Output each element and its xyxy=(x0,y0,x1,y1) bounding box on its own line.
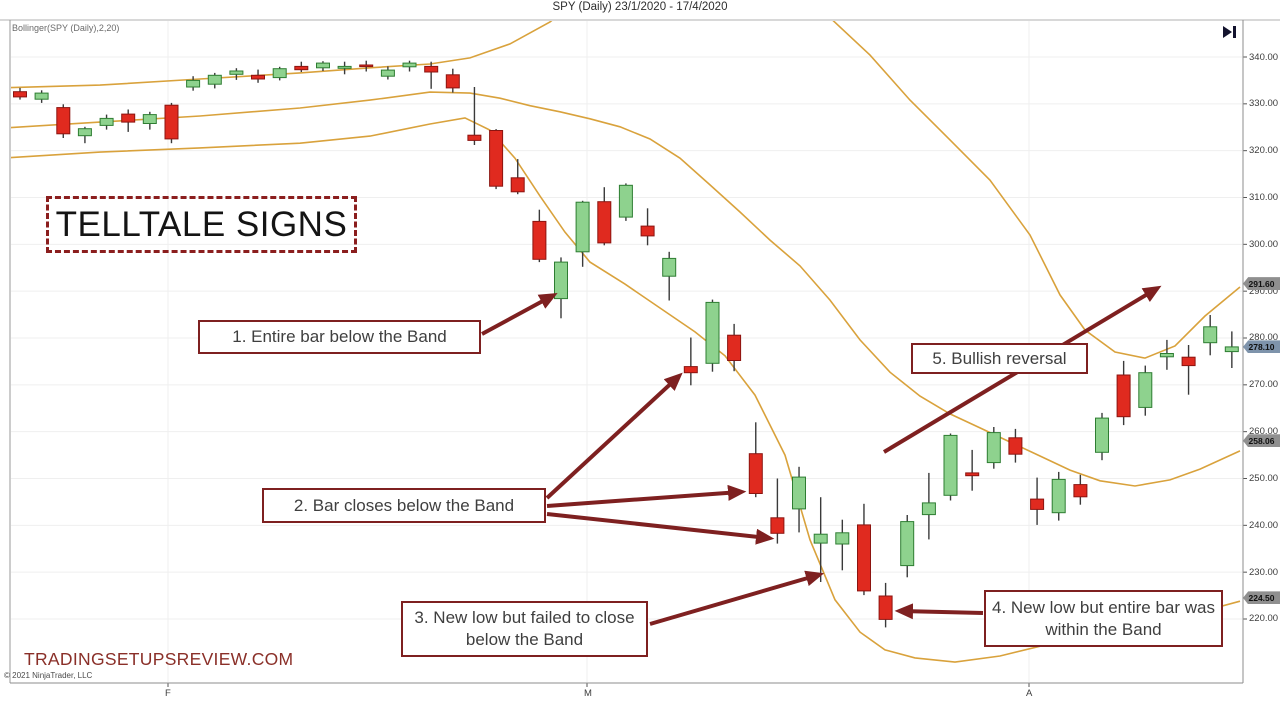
price-label: 280.00 xyxy=(1249,332,1279,344)
telltale-title-box: TELLTALE SIGNS xyxy=(46,196,357,253)
annotation-new-low-within-band: 4. New low but entire bar was within the… xyxy=(984,590,1223,647)
watermark: TRADINGSETUPSREVIEW.COM xyxy=(24,649,294,669)
telltale-title: TELLTALE SIGNS xyxy=(55,204,348,244)
price-label: 260.00 xyxy=(1249,426,1279,438)
price-label: 250.00 xyxy=(1249,472,1279,484)
go-to-end-icon[interactable] xyxy=(1221,25,1239,39)
month-label: A xyxy=(1026,688,1033,699)
price-label: 320.00 xyxy=(1249,145,1279,157)
annotation-bar-closes-below-band: 2. Bar closes below the Band xyxy=(262,488,546,523)
price-badge: 224.50 xyxy=(1243,591,1280,605)
indicator-label: Bollinger(SPY (Daily),2,20) xyxy=(12,23,120,33)
annotation-entire-bar-below-band: 1. Entire bar below the Band xyxy=(198,320,481,354)
chart-title: SPY (Daily) 23/1/2020 - 17/4/2020 xyxy=(552,1,728,13)
price-badge: 291.60 xyxy=(1243,277,1280,291)
price-label: 300.00 xyxy=(1249,238,1279,250)
price-badge: 278.10 xyxy=(1243,340,1280,354)
month-label: F xyxy=(165,688,171,699)
price-badge: 258.06 xyxy=(1243,434,1280,448)
price-label: 310.00 xyxy=(1249,191,1279,203)
copyright-notice: © 2021 NinjaTrader, LLC xyxy=(4,671,93,680)
annotation-bullish-reversal: 5. Bullish reversal xyxy=(911,343,1088,374)
price-label: 230.00 xyxy=(1249,566,1279,578)
price-label: 240.00 xyxy=(1249,519,1279,531)
price-label: 340.00 xyxy=(1249,51,1279,63)
month-label: M xyxy=(584,688,592,699)
price-label: 330.00 xyxy=(1249,98,1279,110)
price-label: 270.00 xyxy=(1249,379,1279,391)
price-label: 220.00 xyxy=(1249,613,1279,625)
price-label: 290.00 xyxy=(1249,285,1279,297)
annotation-new-low-failed-close: 3. New low but failed to close below the… xyxy=(401,601,648,657)
